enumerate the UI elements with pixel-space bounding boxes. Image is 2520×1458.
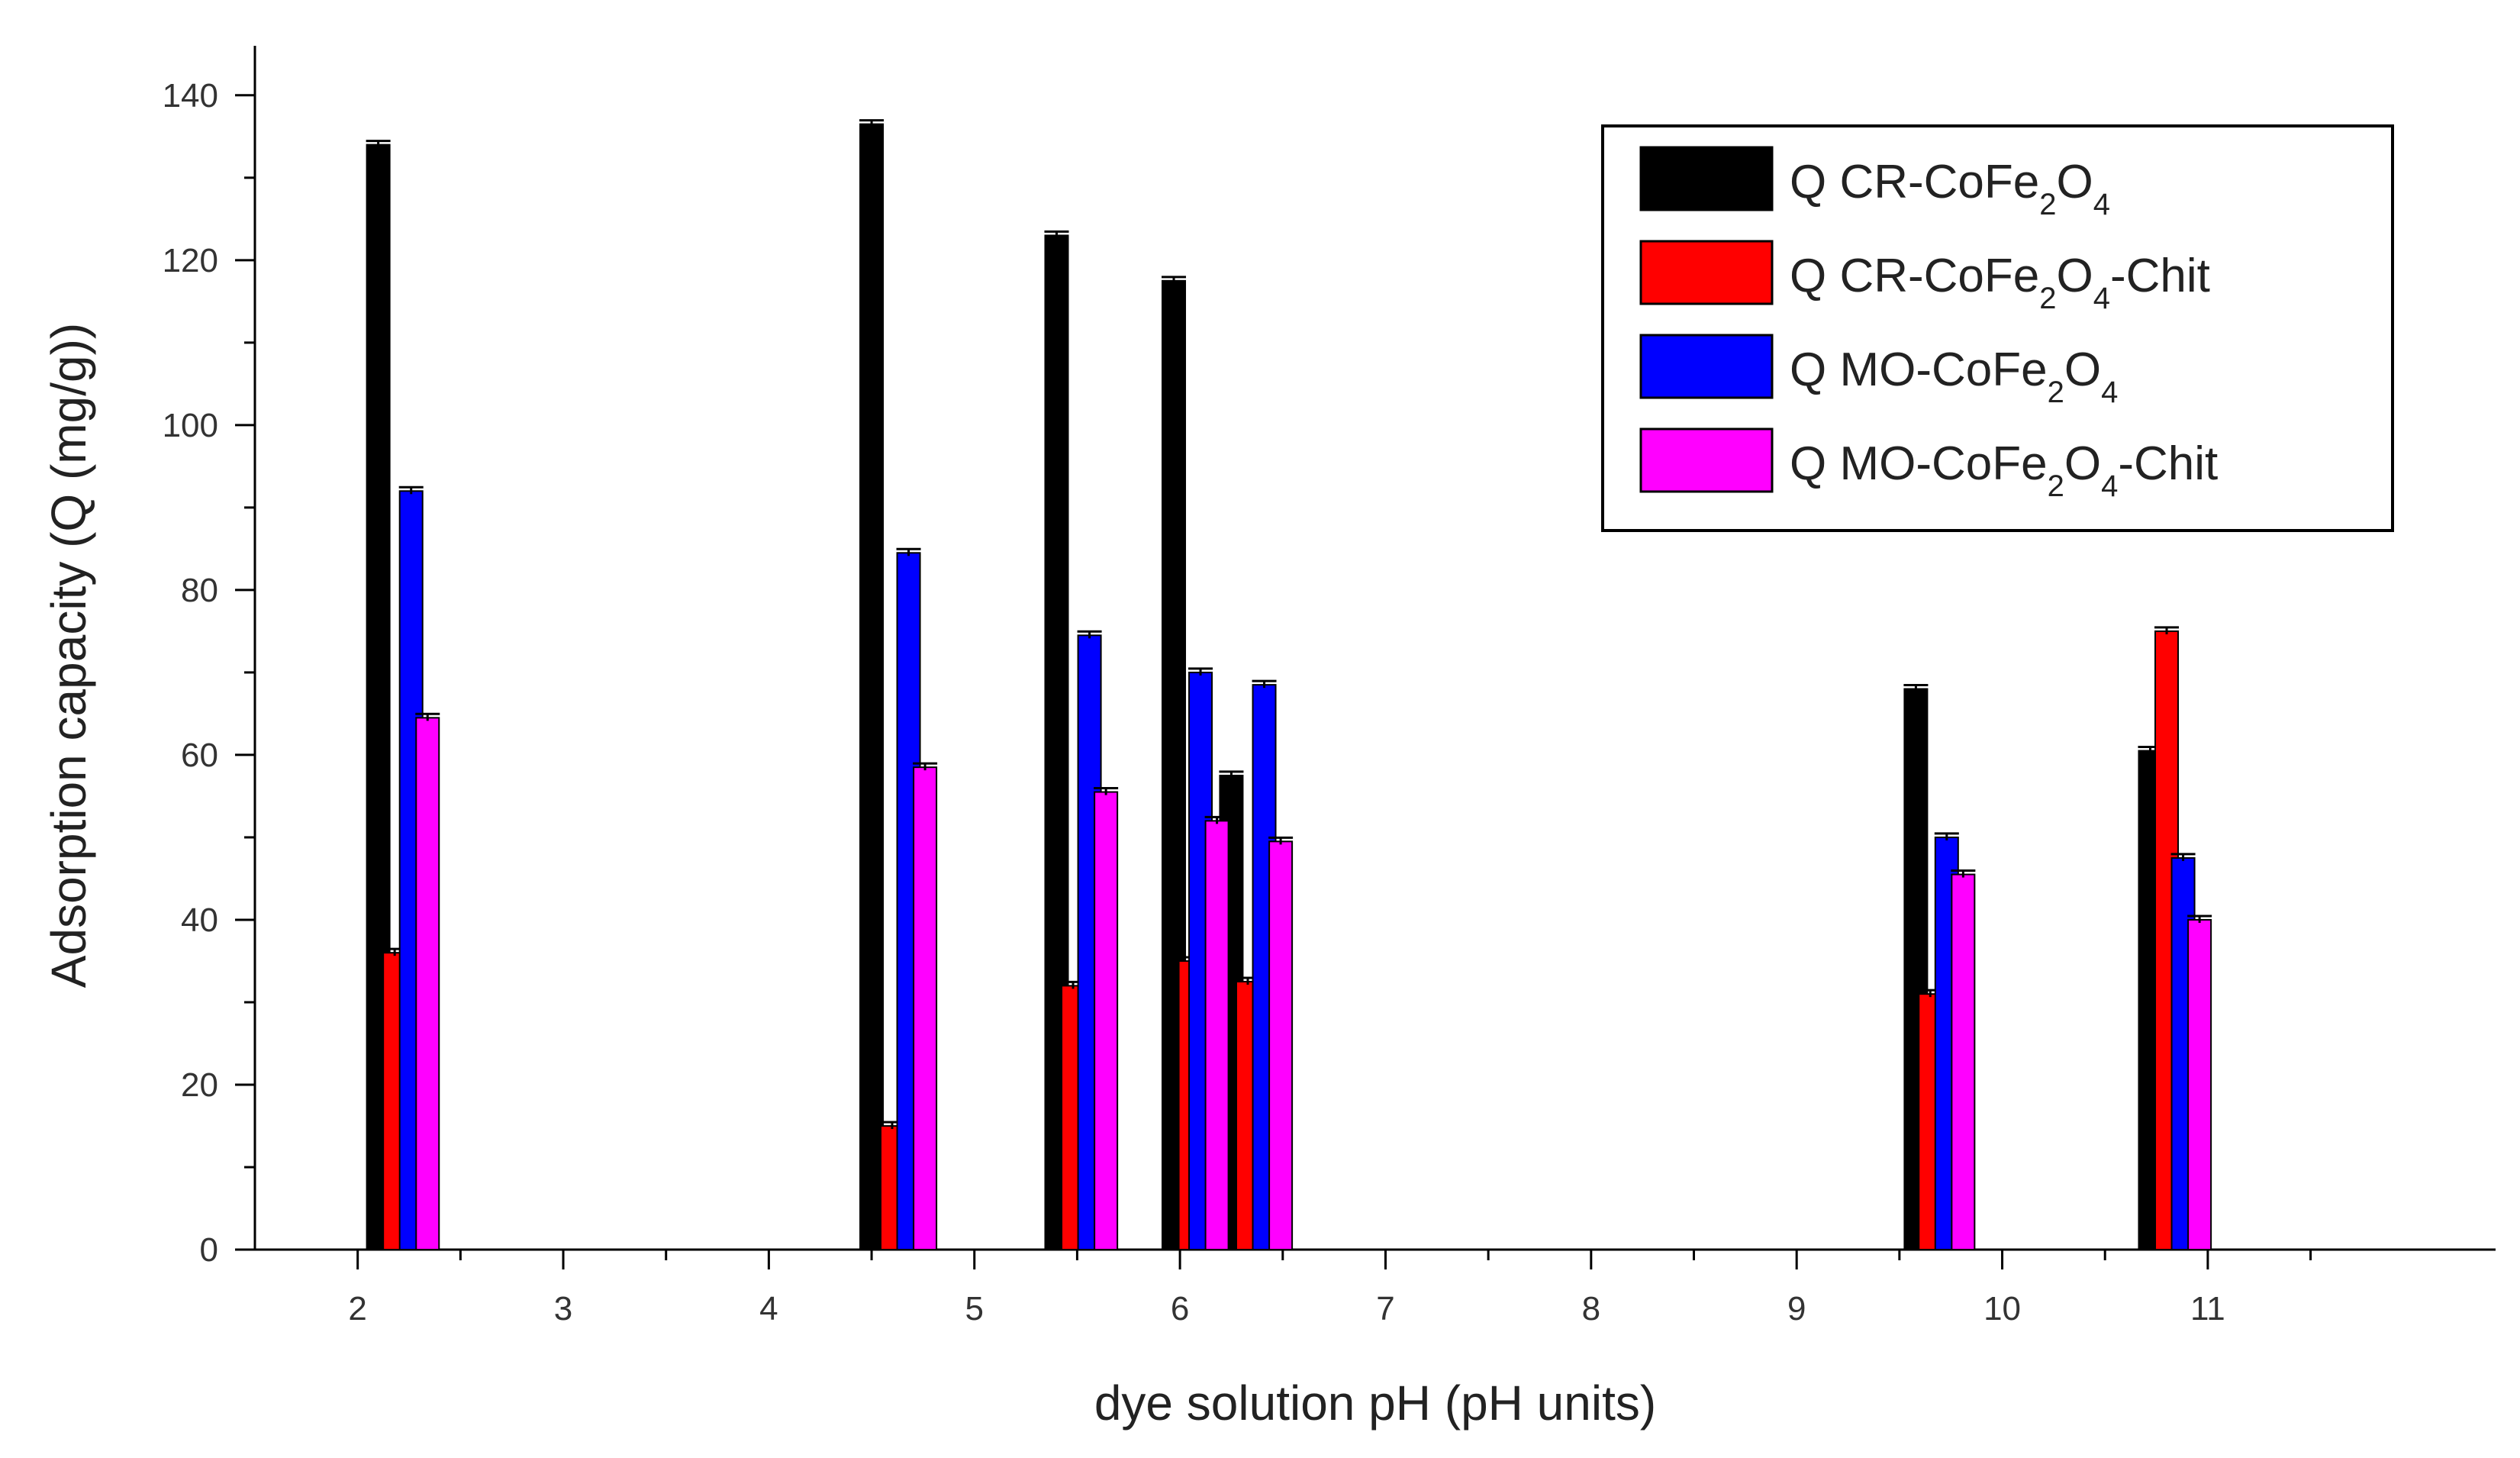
x-tick-label: 2 [348,1290,366,1327]
axes [253,46,2496,1251]
bar-series-4 [1268,840,1294,1250]
legend-swatch-3 [1639,334,1774,399]
legend-label-3: Q MO-CoFe2O4 [1790,344,2118,409]
bar-series-4 [1094,791,1119,1250]
legend: Q CR-CoFe2O4 Q CR-CoFe2O4-Chit Q MO-CoFe2O… [1601,124,2394,532]
x-tick-label: 9 [1787,1290,1806,1327]
y-tick-label: 60 [181,737,218,774]
x-tick-label: 7 [1376,1290,1394,1327]
bar-series-4 [1951,873,1976,1251]
bar-series-1 [366,144,391,1250]
bar-series-4 [2187,918,2212,1250]
y-tick-label: 80 [181,572,218,609]
bar-series-4 [913,766,938,1250]
x-tick-label: 10 [1983,1290,2021,1327]
x-axis-title: dye solution pH (pH units) [1094,1376,1656,1431]
bar-series-4 [415,717,440,1250]
x-tick-label: 8 [1582,1290,1600,1327]
y-tick-label: 100 [163,407,218,444]
y-tick-label: 40 [181,902,218,939]
y-tick-label: 0 [200,1231,218,1269]
y-axis-title: Adsorption capacity (Q (mg/g)) [41,323,96,988]
y-tick-label: 20 [181,1066,218,1104]
x-tick-label: 11 [2190,1290,2225,1327]
ticks: 0 20 40 60 80 100 120 140 2 3 4 5 6 7 8 9 10 11 [163,77,2312,1327]
legend-label-1: Q CR-CoFe2O4 [1790,156,2110,221]
legend-swatch-1 [1639,146,1774,211]
x-tick-label: 3 [554,1290,572,1327]
x-tick-label: 4 [759,1290,778,1327]
legend-label-2: Q CR-CoFe2O4-Chit [1790,250,2210,315]
x-tick-label: 5 [965,1290,984,1327]
y-tick-label: 140 [163,77,218,115]
legend-label-4: Q MO-CoFe2O4-Chit [1790,437,2218,503]
y-tick-label: 120 [163,242,218,279]
bar-series-1 [859,123,885,1250]
legend-swatch-2 [1639,240,1774,305]
x-tick-label: 6 [1171,1290,1189,1327]
bar-series-4 [1204,820,1229,1250]
legend-swatch-4 [1639,427,1774,493]
